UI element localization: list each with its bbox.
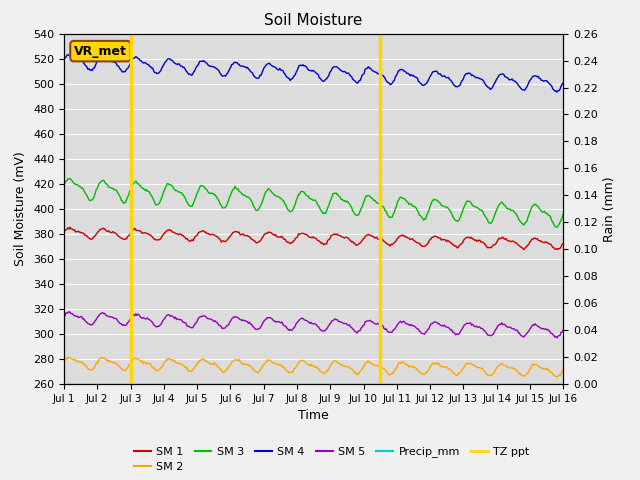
SM 1 (364, 231, 372, 237)
Y-axis label: Soil Moisture (mV): Soil Moisture (mV) (15, 151, 28, 266)
SM 2 (340, 363, 348, 369)
SM 1 (67, 225, 74, 230)
SM 3 (65, 176, 73, 181)
Title: Soil Moisture: Soil Moisture (264, 13, 363, 28)
X-axis label: Time: Time (298, 409, 329, 422)
SM 3 (553, 224, 561, 230)
SM 5 (553, 335, 561, 341)
SM 3 (216, 202, 224, 207)
Precip_mm (271, 381, 278, 387)
SM 4 (553, 89, 561, 95)
Line: SM 1: SM 1 (64, 228, 563, 250)
Line: SM 2: SM 2 (64, 357, 563, 377)
SM 4 (364, 64, 372, 70)
SM 5 (216, 323, 224, 328)
SM 1 (520, 247, 527, 252)
SM 1 (428, 235, 436, 240)
SM 1 (60, 228, 68, 234)
SM 1 (515, 242, 522, 248)
SM 5 (428, 321, 436, 326)
Precip_mm (339, 381, 347, 387)
SM 4 (559, 80, 567, 86)
SM 2 (216, 366, 224, 372)
Line: SM 4: SM 4 (64, 55, 563, 92)
SM 5 (272, 319, 280, 325)
SM 2 (515, 370, 522, 376)
SM 5 (559, 327, 567, 333)
Precip_mm (559, 381, 567, 387)
SM 5 (364, 318, 372, 324)
SM 4 (272, 64, 280, 70)
SM 2 (428, 362, 436, 368)
Y-axis label: Rain (mm): Rain (mm) (604, 176, 616, 241)
SM 1 (272, 232, 280, 238)
SM 2 (364, 358, 372, 364)
SM 2 (63, 354, 71, 360)
SM 4 (340, 69, 348, 74)
SM 5 (515, 330, 522, 336)
Text: VR_met: VR_met (74, 45, 127, 58)
SM 3 (515, 216, 522, 222)
SM 2 (272, 360, 280, 366)
SM 1 (559, 240, 567, 246)
SM 4 (428, 71, 436, 76)
Precip_mm (216, 381, 223, 387)
SM 2 (553, 374, 561, 380)
SM 2 (559, 366, 567, 372)
SM 3 (364, 192, 372, 198)
SM 3 (428, 199, 436, 204)
Precip_mm (513, 381, 521, 387)
SM 3 (272, 193, 280, 199)
SM 1 (216, 237, 224, 243)
SM 5 (60, 313, 68, 319)
SM 1 (340, 235, 348, 241)
SM 3 (60, 182, 68, 188)
Precip_mm (364, 381, 371, 387)
SM 3 (559, 211, 567, 217)
SM 4 (515, 82, 522, 88)
SM 3 (340, 199, 348, 204)
SM 4 (216, 71, 224, 76)
Line: SM 3: SM 3 (64, 179, 563, 227)
Precip_mm (60, 381, 68, 387)
SM 4 (65, 52, 72, 58)
Line: SM 5: SM 5 (64, 312, 563, 338)
SM 2 (60, 359, 68, 365)
Legend: SM 1, SM 2, SM 3, SM 4, SM 5, Precip_mm, TZ ppt: SM 1, SM 2, SM 3, SM 4, SM 5, Precip_mm,… (129, 442, 534, 477)
SM 5 (340, 321, 348, 326)
SM 5 (65, 309, 73, 314)
Precip_mm (427, 381, 435, 387)
SM 4 (60, 57, 68, 63)
